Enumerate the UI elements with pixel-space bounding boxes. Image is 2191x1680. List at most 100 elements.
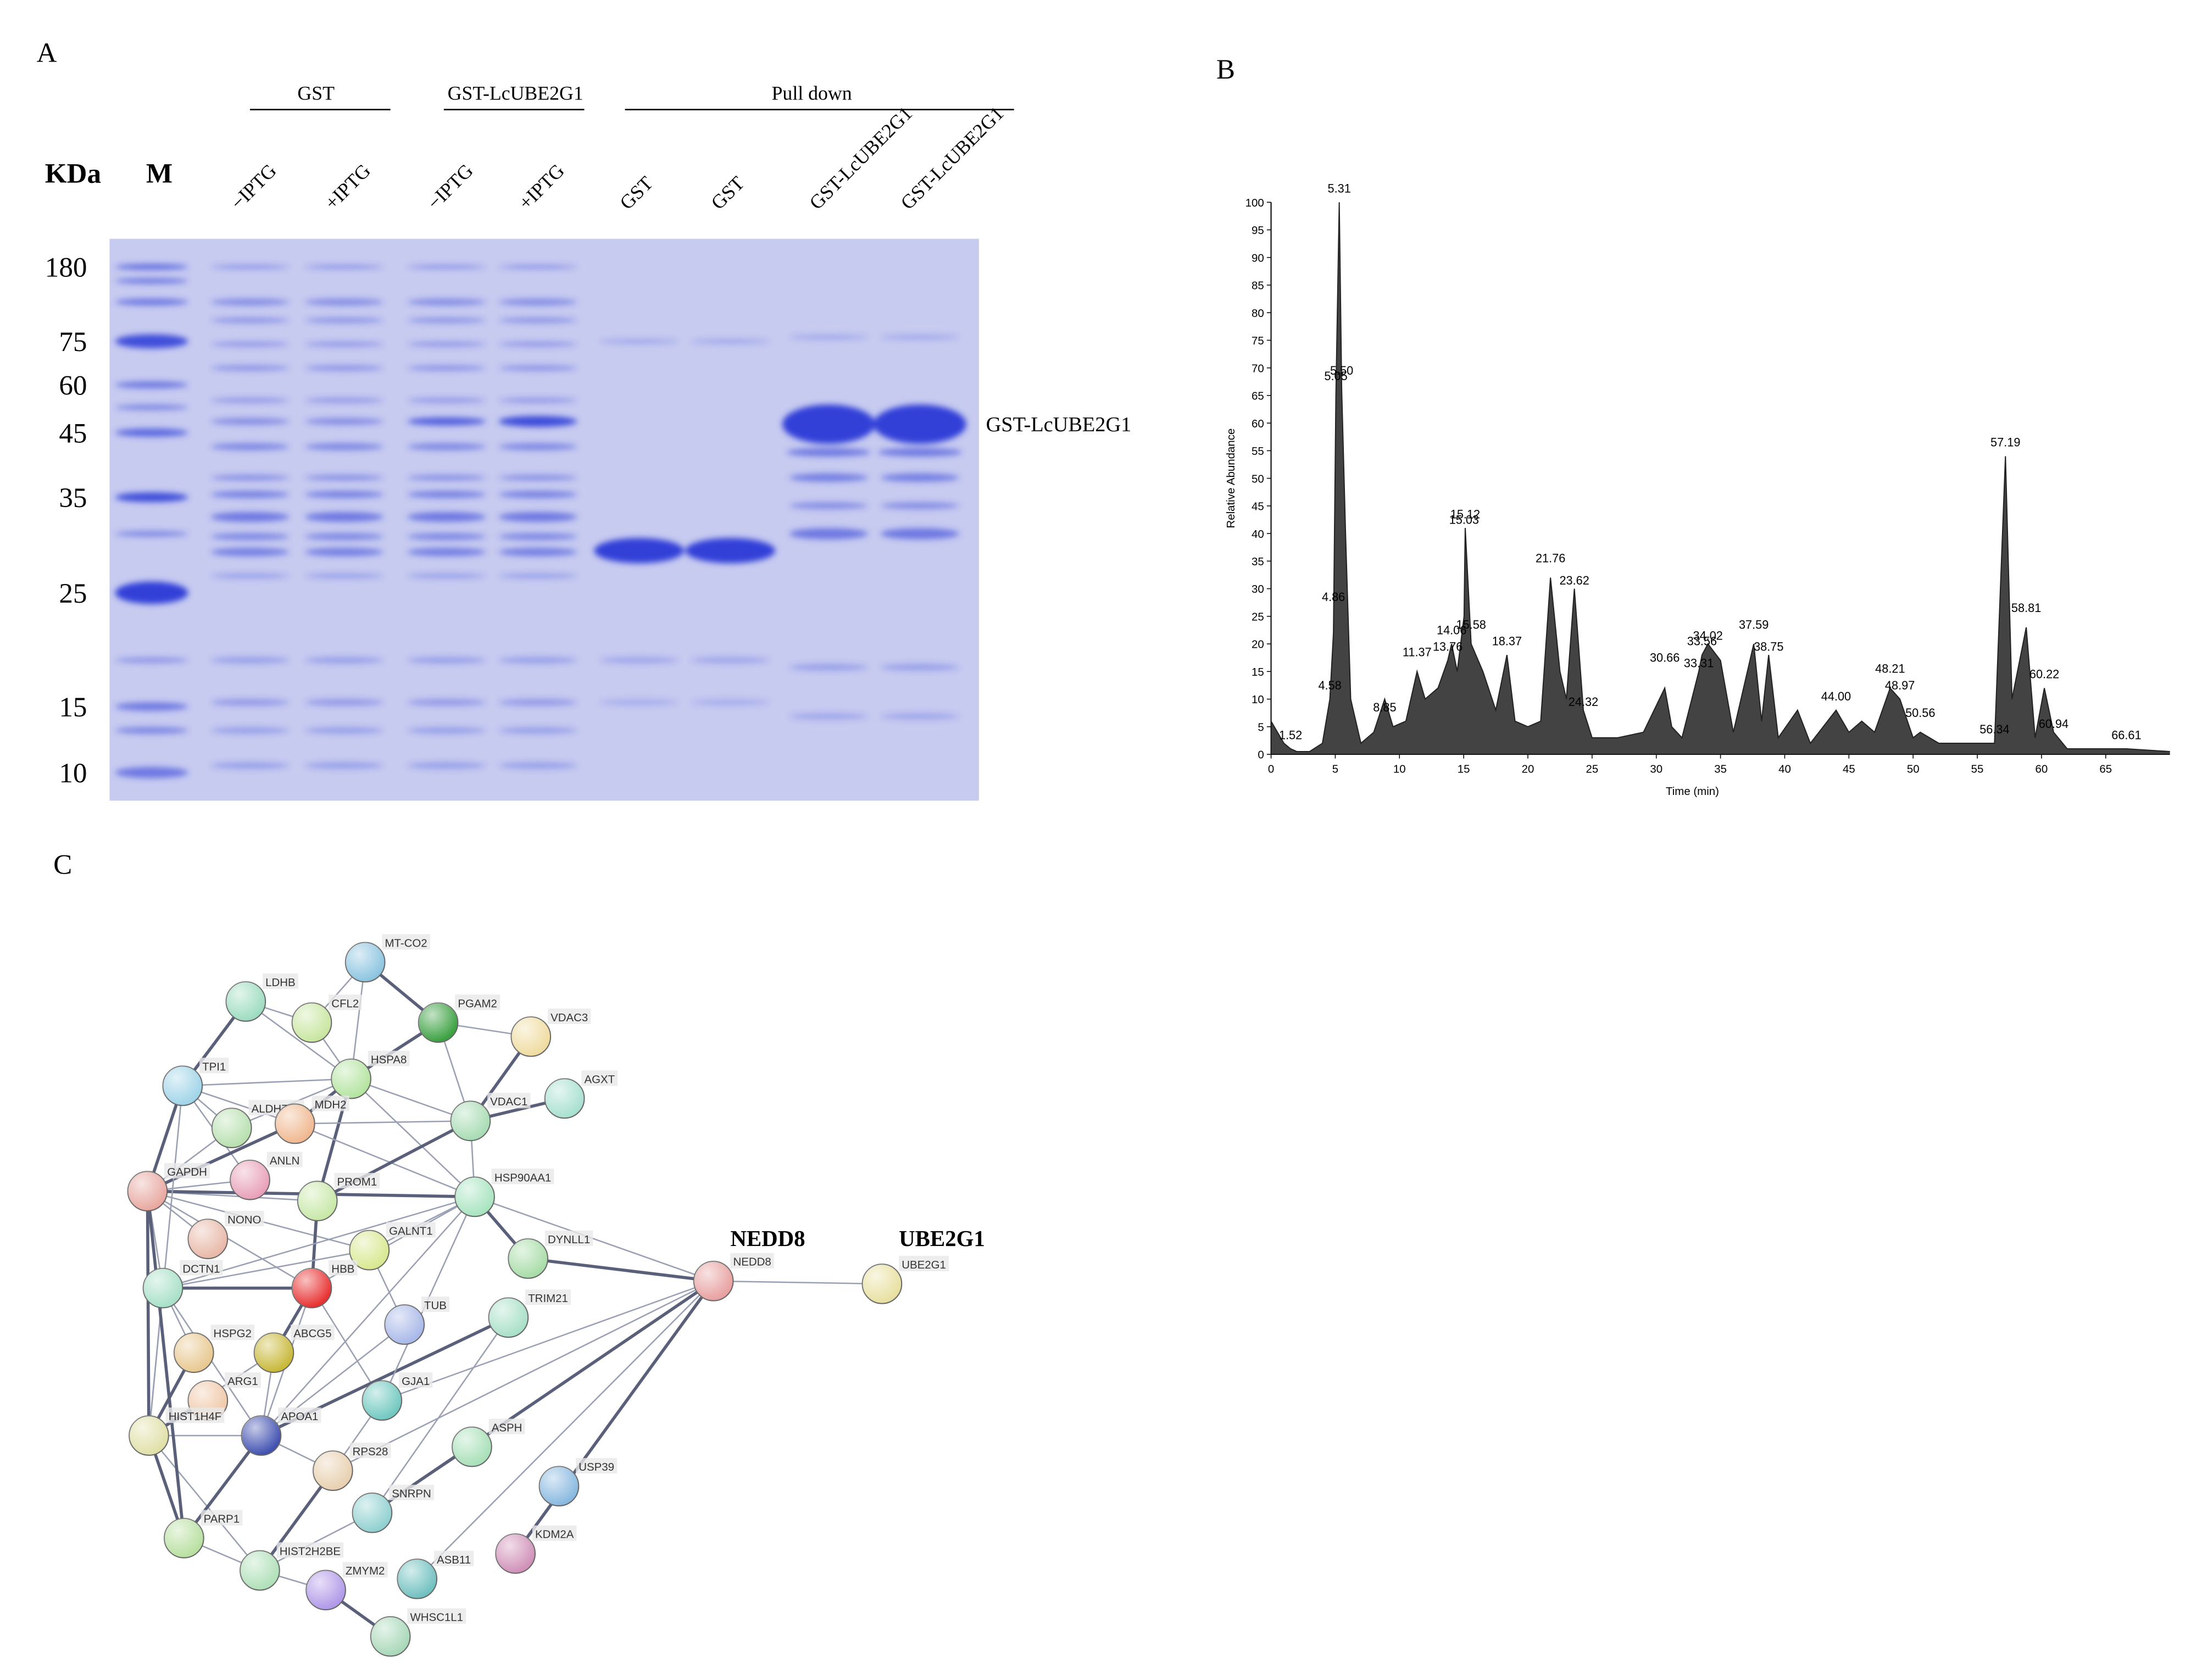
y-tick-label: 30	[1252, 583, 1264, 596]
node-label: MDH2	[315, 1098, 347, 1111]
band	[874, 404, 966, 444]
y-tick-label: 60	[1252, 418, 1264, 430]
x-tick-label: 20	[1522, 763, 1534, 775]
node-shine	[163, 1066, 203, 1106]
band	[210, 298, 290, 306]
peak-label: 5.31	[1328, 181, 1351, 195]
y-tick-label: 45	[1252, 500, 1264, 513]
node-label: ASB11	[437, 1554, 471, 1566]
node-label-bg	[201, 1510, 243, 1526]
node-label: PROM1	[337, 1176, 377, 1188]
node-shine	[164, 1518, 204, 1558]
node-shine	[452, 1427, 492, 1467]
group-header: Pull down	[772, 82, 852, 104]
band	[210, 657, 290, 664]
network-edge	[147, 1191, 313, 1289]
band	[880, 502, 960, 509]
x-tick-label: 45	[1843, 763, 1855, 775]
node-label-bg	[263, 973, 298, 989]
network-edge	[146, 1191, 151, 1436]
node-shine	[188, 1219, 228, 1259]
node-label-bg	[180, 1260, 223, 1276]
node-label-bg	[581, 1070, 618, 1086]
node-label: TPI1	[202, 1060, 226, 1073]
node-label-bg	[266, 1151, 303, 1167]
marker-label: M	[146, 158, 173, 189]
band	[498, 397, 577, 403]
node-label: VDAC1	[490, 1095, 527, 1108]
band	[498, 699, 577, 706]
node-shine	[174, 1333, 214, 1373]
band	[304, 443, 383, 450]
network-edge	[371, 1280, 715, 1515]
network-edge	[245, 1001, 352, 1080]
node-shine	[862, 1264, 902, 1304]
band	[685, 538, 776, 564]
node-label-bg	[349, 1442, 391, 1459]
node-label: UBE2G1	[902, 1259, 946, 1271]
band	[789, 335, 868, 340]
network-edge	[162, 1287, 262, 1436]
band	[498, 491, 577, 498]
node-shine	[241, 1416, 281, 1455]
network-edge	[527, 1257, 714, 1283]
band	[304, 317, 383, 324]
band	[407, 298, 486, 306]
node-label: NEDD8	[733, 1256, 771, 1269]
band	[210, 397, 290, 403]
node-shine	[143, 1268, 183, 1308]
lane-label: −IPTG	[226, 159, 281, 214]
trace	[1270, 202, 2170, 753]
band	[691, 699, 770, 706]
node-label-bg	[576, 1458, 618, 1474]
node-label-bg	[276, 1542, 344, 1558]
band	[407, 548, 486, 557]
peak-label: 4.58	[1318, 678, 1341, 692]
band	[789, 528, 868, 539]
peak-label: 23.62	[1559, 574, 1589, 587]
y-tick-label: 15	[1252, 666, 1264, 678]
node-label: CFL2	[331, 997, 359, 1010]
network-edge	[351, 1078, 475, 1198]
band	[498, 762, 577, 769]
band	[304, 727, 383, 734]
band	[407, 475, 486, 481]
gel-bands	[115, 264, 966, 778]
peak-label: 34.02	[1693, 628, 1723, 642]
band	[304, 491, 383, 498]
y-tick-label: 95	[1252, 224, 1264, 237]
panel-label: B	[1216, 54, 1235, 85]
node-label: RPS28	[353, 1445, 388, 1458]
band	[115, 727, 188, 734]
x-tick-label: 55	[1971, 763, 1984, 775]
peak-label: 50.56	[1905, 706, 1935, 720]
peak-label: 33.31	[1684, 657, 1714, 670]
node-label-bg	[433, 1550, 474, 1566]
node-label: ARG1	[227, 1375, 258, 1388]
network-edge	[259, 1512, 373, 1571]
peak-label: 5.50	[1330, 364, 1353, 377]
band-label: GST-LcUBE2G1	[986, 413, 1132, 436]
node-label-bg	[730, 1253, 774, 1269]
band	[304, 298, 383, 306]
node-label-bg	[210, 1325, 254, 1340]
peak-label: 21.76	[1536, 552, 1565, 565]
peak-label: 60.22	[2029, 667, 2059, 681]
band	[407, 511, 486, 522]
band	[407, 341, 486, 347]
network-edge	[148, 1086, 183, 1436]
highlight-label: UBE2G1	[899, 1226, 985, 1251]
x-tick-label: 60	[2036, 763, 2048, 775]
peak-label: 57.19	[1990, 436, 2020, 449]
node-label: AGXT	[584, 1073, 615, 1086]
node-label-bg	[278, 1407, 321, 1423]
node-label: HSP90AA1	[494, 1171, 551, 1184]
node-shine	[693, 1261, 733, 1301]
x-tick-label: 10	[1393, 763, 1406, 775]
network-edge	[332, 1280, 714, 1472]
node-label: ANLN	[270, 1155, 300, 1167]
peak-label: 15.12	[1450, 507, 1480, 521]
node-label-bg	[368, 1050, 410, 1066]
node-label-bg	[164, 1163, 210, 1179]
band	[407, 317, 486, 324]
